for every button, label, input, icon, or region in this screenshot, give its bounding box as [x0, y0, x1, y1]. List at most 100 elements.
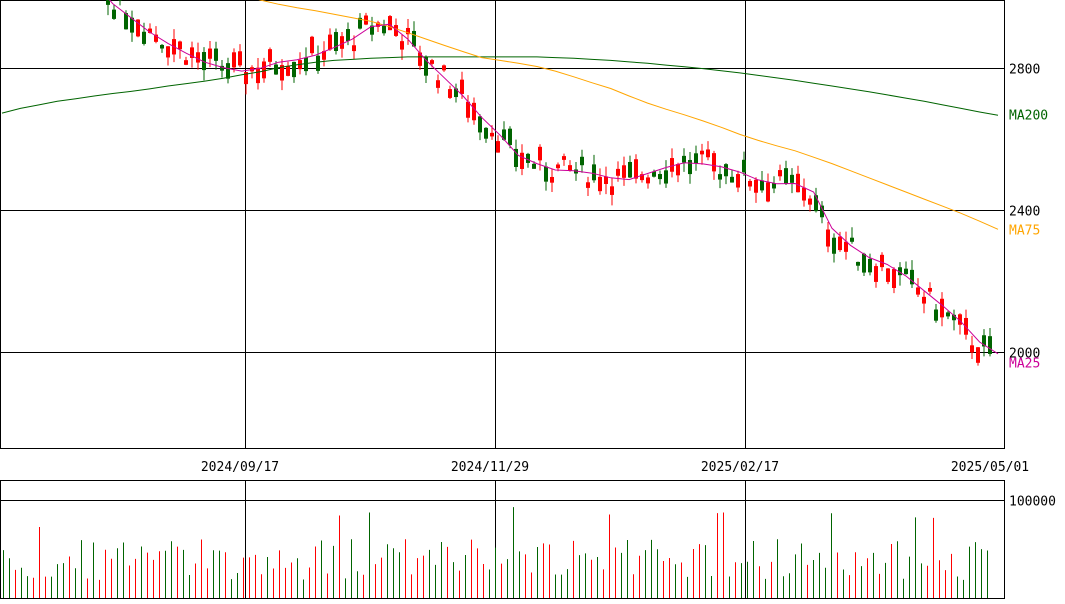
ma-label-ma25: MA25 — [1009, 357, 1040, 372]
candle-body — [160, 45, 164, 49]
candle-body — [400, 41, 404, 49]
candle-body — [754, 180, 758, 193]
candle-body — [292, 62, 296, 77]
candle-body — [694, 153, 698, 163]
candle-body — [922, 297, 926, 304]
candle-body — [712, 153, 716, 171]
candle-body — [334, 32, 338, 51]
x-tick-label: 2024/11/29 — [451, 460, 529, 475]
candle-body — [166, 46, 170, 57]
candle-body — [916, 287, 920, 294]
candle-body — [934, 310, 938, 321]
candle-body — [310, 37, 314, 53]
candle-body — [268, 49, 272, 62]
candle-body — [466, 102, 470, 118]
candle-body — [346, 29, 350, 41]
candle-body — [460, 80, 464, 94]
volume-tick-label: 100000 — [1009, 495, 1056, 510]
candle-body — [832, 238, 836, 254]
candle-body — [928, 288, 932, 292]
x-tick-label: 2025/02/17 — [701, 460, 779, 475]
y-tick-label: 2800 — [1009, 63, 1040, 78]
candle-body — [232, 52, 236, 67]
candle-body — [892, 269, 896, 288]
candle-body — [184, 60, 188, 65]
candle-body — [472, 103, 476, 120]
candle-body — [106, 0, 110, 5]
candle-body — [670, 158, 674, 172]
candle-body — [526, 154, 530, 163]
candle-body — [616, 169, 620, 176]
candle-body — [868, 259, 872, 272]
candle-body — [730, 177, 734, 183]
candle-body — [478, 116, 482, 132]
x-tick-label: 2024/09/17 — [201, 460, 279, 475]
candle-body — [766, 182, 770, 201]
candle-body — [544, 167, 548, 182]
candle-body — [688, 160, 692, 174]
candle-body — [784, 168, 788, 184]
candle-body — [490, 133, 494, 137]
candle-body — [622, 165, 626, 178]
candle-body — [988, 336, 992, 354]
candle-body — [556, 164, 560, 168]
candle-body — [484, 128, 488, 139]
candle-body — [760, 180, 764, 190]
candle-body — [520, 153, 524, 169]
ma-line-ma75 — [2, 0, 998, 229]
candle-body — [808, 199, 812, 205]
candle-body — [208, 49, 212, 59]
candle-body — [142, 32, 146, 44]
candle-body — [274, 65, 278, 75]
candle-body — [976, 347, 980, 363]
candle-body — [592, 164, 596, 180]
candle-body — [442, 65, 446, 70]
y-tick-label: 2400 — [1009, 205, 1040, 220]
candle-body — [436, 80, 440, 88]
candle-body — [724, 164, 728, 176]
candle-body — [226, 63, 230, 79]
candle-body — [550, 177, 554, 183]
label-layer: 20002400280032002024/09/172024/11/292025… — [201, 0, 1056, 510]
candle-body — [532, 164, 536, 169]
candle-body — [382, 26, 386, 33]
candle-body — [946, 312, 950, 316]
candle-body — [256, 68, 260, 83]
volume-panel-frame — [1, 481, 1005, 599]
candle-body — [796, 174, 800, 192]
candle-body — [562, 156, 566, 160]
ma-line-ma200 — [2, 57, 998, 115]
candle-body — [844, 242, 848, 252]
candle-body — [658, 174, 662, 179]
candle-body — [262, 61, 266, 78]
candle-body — [838, 237, 842, 251]
candle-body — [214, 49, 218, 61]
candle-body — [568, 165, 572, 170]
candle-layer — [4, 0, 992, 366]
candle-body — [580, 157, 584, 165]
candle-body — [328, 35, 332, 50]
candle-body — [676, 164, 680, 175]
ma-label-ma200: MA200 — [1009, 108, 1048, 123]
candle-body — [856, 262, 860, 266]
candle-body — [628, 162, 632, 178]
candle-body — [970, 345, 974, 352]
ma-label-ma75: MA75 — [1009, 223, 1040, 238]
candle-body — [826, 230, 830, 247]
candle-body — [586, 182, 590, 188]
candle-body — [682, 156, 686, 163]
candle-body — [664, 170, 668, 183]
candle-body — [634, 159, 638, 178]
candle-body — [496, 141, 500, 153]
candle-body — [802, 188, 806, 201]
candle-body — [388, 16, 392, 30]
candle-body — [316, 56, 320, 71]
candle-body — [850, 238, 854, 242]
price-panel-frame — [1, 1, 1005, 449]
candle-body — [430, 60, 434, 64]
candle-body — [508, 129, 512, 145]
candle-body — [112, 10, 116, 19]
candle-body — [304, 58, 308, 72]
